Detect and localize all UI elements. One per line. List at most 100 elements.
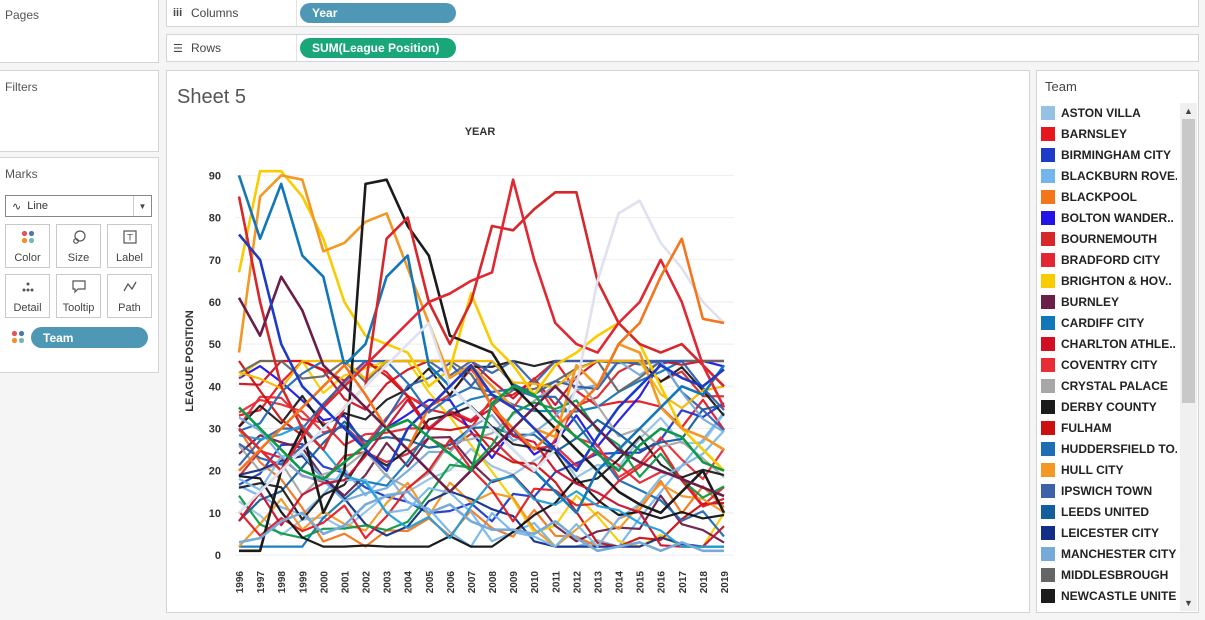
legend-swatch	[1041, 105, 1055, 120]
x-tick-label: 2008	[488, 571, 499, 594]
mark-type-value: Line	[27, 200, 49, 212]
legend-title: Team	[1045, 79, 1077, 94]
tooltip-button-label: Tooltip	[62, 302, 95, 314]
path-button[interactable]: Path	[107, 274, 152, 318]
year-pill[interactable]: Year	[300, 3, 456, 23]
legend-item[interactable]: NORWICH CITY	[1041, 606, 1150, 610]
legend-label: BLACKBURN ROVE..	[1061, 168, 1177, 183]
legend-item[interactable]: FULHAM	[1041, 417, 1112, 438]
legend-swatch	[1041, 315, 1055, 330]
filters-shelf[interactable]: Filters	[0, 70, 159, 152]
league-position-pill[interactable]: SUM(League Position)	[300, 38, 456, 58]
legend-item[interactable]: DERBY COUNTY	[1041, 396, 1157, 417]
x-tick-label: 2014	[615, 571, 626, 594]
detail-dots-icon	[21, 280, 35, 297]
legend-item[interactable]: LEICESTER CITY	[1041, 522, 1159, 543]
legend-swatch	[1041, 462, 1055, 477]
legend-item[interactable]: MIDDLESBROUGH	[1041, 564, 1168, 585]
legend-label: CHARLTON ATHLE..	[1061, 336, 1176, 351]
scroll-down-arrow[interactable]: ▼	[1184, 598, 1193, 608]
detail-button[interactable]: Detail	[5, 274, 50, 318]
legend-label: FULHAM	[1061, 420, 1112, 435]
legend-swatch	[1041, 231, 1055, 246]
legend-swatch	[1041, 588, 1055, 603]
y-tick-label: 20	[209, 466, 221, 478]
team-color-pill[interactable]: Team	[31, 327, 148, 348]
chevron-down-icon[interactable]: ▼	[133, 196, 151, 216]
size-button[interactable]: Size	[56, 224, 101, 268]
label-icon: T	[122, 230, 137, 247]
legend-item[interactable]: HULL CITY	[1041, 459, 1123, 480]
legend-item[interactable]: ASTON VILLA	[1041, 102, 1141, 123]
team-series-line	[239, 359, 724, 548]
legend-item[interactable]: BLACKPOOL	[1041, 186, 1137, 207]
y-tick-label: 70	[209, 255, 221, 267]
x-tick-label: 1999	[298, 571, 309, 594]
legend-swatch	[1041, 378, 1055, 393]
legend-label: HULL CITY	[1061, 462, 1124, 477]
legend-label: BOURNEMOUTH	[1061, 231, 1157, 246]
legend-swatch	[1041, 126, 1055, 141]
color-button-label: Color	[14, 252, 41, 264]
legend-label: CRYSTAL PALACE	[1061, 378, 1168, 393]
legend-label: DERBY COUNTY	[1061, 399, 1157, 414]
legend-item[interactable]: BOLTON WANDER..	[1041, 207, 1174, 228]
legend-label: HUDDERSFIELD TO..	[1061, 441, 1177, 456]
legend-item[interactable]: CHARLTON ATHLE..	[1041, 333, 1176, 354]
scrollbar-thumb[interactable]	[1182, 119, 1195, 403]
legend-swatch	[1041, 567, 1055, 582]
legend-item[interactable]: CARDIFF CITY	[1041, 312, 1144, 333]
legend-swatch	[1041, 420, 1055, 435]
line-mark-icon: ∿	[12, 200, 22, 213]
team-series-line	[238, 475, 725, 548]
team-series-line	[238, 199, 725, 514]
team-series-line	[238, 481, 725, 548]
color-button[interactable]: Color	[5, 224, 50, 268]
y-tick-label: 30	[209, 423, 221, 435]
legend-item[interactable]: CRYSTAL PALACE	[1041, 375, 1168, 396]
team-series-line	[238, 490, 724, 553]
legend-item[interactable]: NEWCASTLE UNITED	[1041, 585, 1177, 606]
line-chart[interactable]: YEAR LEAGUE POSITION 0 10 20 30 40 50 60 70 80 90 19…	[167, 71, 1029, 612]
legend-item[interactable]: IPSWICH TOWN	[1041, 480, 1152, 501]
legend-scrollbar[interactable]: ▲ ▼	[1180, 103, 1197, 611]
color-field-icon	[11, 330, 25, 349]
columns-shelf[interactable]: iii Columns Year	[166, 0, 1199, 27]
legend-item[interactable]: BURNLEY	[1041, 291, 1119, 312]
x-tick-label: 1997	[256, 571, 267, 594]
legend-swatch	[1041, 357, 1055, 372]
x-tick-label: 2017	[678, 571, 689, 594]
x-tick-label: 2001	[340, 571, 351, 594]
legend-swatch	[1041, 399, 1055, 414]
rows-shelf[interactable]: ☰ Rows SUM(League Position)	[166, 34, 1199, 62]
team-series-line	[238, 359, 725, 502]
mark-type-dropdown[interactable]: ∿ Line ▼	[5, 195, 152, 217]
legend-item[interactable]: COVENTRY CITY	[1041, 354, 1158, 375]
legend-swatch	[1041, 336, 1055, 351]
legend-item[interactable]: HUDDERSFIELD TO..	[1041, 438, 1177, 459]
tooltip-icon	[71, 280, 86, 297]
legend-item[interactable]: BRIGHTON & HOV..	[1041, 270, 1172, 291]
legend-label: BRIGHTON & HOV..	[1061, 273, 1172, 288]
scroll-up-arrow[interactable]: ▲	[1184, 106, 1193, 116]
legend-label: IPSWICH TOWN	[1061, 483, 1153, 498]
x-tick-label: 2002	[362, 571, 373, 594]
legend-item[interactable]: BOURNEMOUTH	[1041, 228, 1157, 249]
legend-item[interactable]: BLACKBURN ROVE..	[1041, 165, 1177, 186]
x-tick-label: 2003	[383, 571, 394, 594]
legend-item[interactable]: BARNSLEY	[1041, 123, 1127, 144]
pages-shelf[interactable]: Pages	[0, 0, 159, 63]
legend-item[interactable]: BRADFORD CITY	[1041, 249, 1160, 270]
size-icon	[72, 230, 86, 247]
legend-item[interactable]: MANCHESTER CITY	[1041, 543, 1176, 564]
team-series-line	[237, 191, 725, 451]
legend-list: ASTON VILLA BARNSLEY BIRMINGHAM CITY BLACKB…	[1037, 102, 1177, 610]
x-tick-label: 2010	[530, 571, 541, 594]
tooltip-button[interactable]: Tooltip	[56, 274, 101, 318]
team-series-line	[238, 359, 725, 459]
legend-item[interactable]: LEEDS UNITED	[1041, 501, 1149, 522]
team-series-line	[238, 402, 725, 523]
legend-item[interactable]: BIRMINGHAM CITY	[1041, 144, 1171, 165]
x-tick-label: 2004	[404, 571, 415, 594]
label-button[interactable]: T Label	[107, 224, 152, 268]
